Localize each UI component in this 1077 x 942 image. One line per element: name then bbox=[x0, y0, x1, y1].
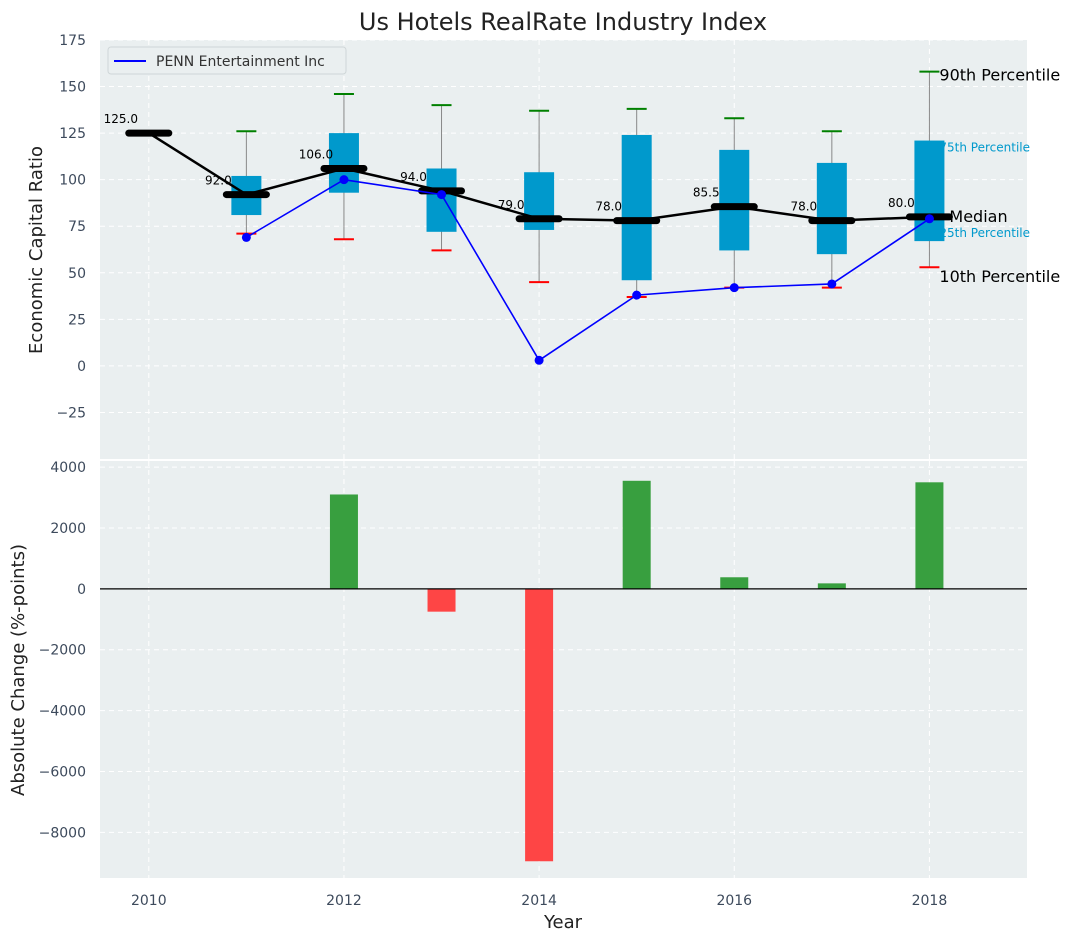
bottom-y-tick-label: 0 bbox=[77, 582, 86, 598]
iqr-box bbox=[719, 149, 750, 251]
top-y-tick-label: 150 bbox=[59, 80, 86, 96]
legend-box bbox=[107, 46, 347, 75]
median-value-label: 92.0 bbox=[205, 174, 232, 188]
annotation-p10: 10th Percentile bbox=[939, 267, 1060, 286]
bottom-y-axis-label: Absolute Change (%-points) bbox=[8, 544, 29, 796]
change-bar bbox=[622, 480, 651, 589]
iqr-box bbox=[914, 140, 945, 242]
company-series-point bbox=[924, 214, 934, 224]
change-bar bbox=[427, 588, 456, 612]
bottom-y-tick-label: 4000 bbox=[50, 460, 86, 476]
top-y-tick-label: 25 bbox=[68, 312, 86, 328]
chart-title: Us Hotels RealRate Industry Index bbox=[359, 8, 767, 36]
x-axis-label: Year bbox=[543, 912, 583, 933]
top-plot-background bbox=[100, 40, 1027, 459]
annotation-p25: 25th Percentile bbox=[939, 226, 1030, 240]
top-y-tick-label: 75 bbox=[68, 219, 86, 235]
bottom-y-tick-label: 2000 bbox=[50, 521, 86, 537]
median-value-label: 94.0 bbox=[400, 170, 427, 184]
annotation-p75: 75th Percentile bbox=[939, 141, 1030, 155]
company-series-point bbox=[339, 175, 349, 185]
top-y-tick-label: 50 bbox=[68, 266, 86, 282]
top-y-axis-label: Economic Capital Ratio bbox=[26, 146, 47, 354]
median-value-label: 85.5 bbox=[693, 186, 720, 200]
top-y-tick-label: −25 bbox=[56, 405, 86, 421]
x-tick-label: 2018 bbox=[912, 893, 948, 909]
company-series-point bbox=[437, 190, 447, 200]
axis-labels: Us Hotels RealRate Industry Index Econom… bbox=[8, 8, 767, 933]
median-value-label: 78.0 bbox=[790, 200, 817, 214]
change-bar bbox=[329, 494, 358, 589]
company-series-point bbox=[827, 279, 837, 289]
median-value-label: 106.0 bbox=[299, 147, 333, 161]
top-y-tick-label: 125 bbox=[59, 126, 86, 142]
top-y-tick-label: 100 bbox=[59, 173, 86, 189]
top-y-tick-label: 0 bbox=[77, 359, 86, 375]
median-value-label: 125.0 bbox=[104, 112, 138, 126]
annotation-p90: 90th Percentile bbox=[939, 66, 1060, 85]
iqr-box bbox=[426, 168, 457, 232]
median-value-label: 78.0 bbox=[595, 200, 622, 214]
company-series-line bbox=[245, 178, 930, 362]
bottom-y-tick-label: −2000 bbox=[39, 643, 86, 659]
company-series-point bbox=[534, 355, 544, 365]
change-bar bbox=[720, 577, 749, 589]
company-series-point bbox=[729, 283, 739, 293]
bottom-y-tick-label: −6000 bbox=[39, 764, 86, 780]
median-value-label: 80.0 bbox=[888, 196, 915, 210]
top-y-tick-label: 175 bbox=[59, 33, 86, 49]
bottom-y-tick-label: −4000 bbox=[39, 704, 86, 720]
legend-entry: PENN Entertainment Inc bbox=[156, 54, 325, 70]
company-series-point bbox=[241, 232, 251, 242]
bottom-plot-background bbox=[100, 461, 1027, 878]
top-panel: −25 0 25 50 75 100 125 150 175 125.0 92.0 106.0 94.0… bbox=[56, 33, 1060, 459]
change-bar bbox=[915, 482, 944, 589]
change-bar bbox=[817, 583, 846, 589]
annotation-median: Median bbox=[949, 207, 1007, 226]
iqr-box bbox=[816, 162, 847, 255]
bottom-panel: −8000 −6000 −4000 −2000 0 2000 4000 2010 2012 201… bbox=[39, 460, 1027, 909]
x-tick-label: 2010 bbox=[131, 893, 167, 909]
bottom-y-tick-label: −8000 bbox=[39, 825, 86, 841]
median-value-label: 79.0 bbox=[498, 198, 525, 212]
x-tick-label: 2012 bbox=[326, 893, 362, 909]
company-series-point bbox=[632, 290, 642, 300]
iqr-box bbox=[621, 134, 652, 281]
x-tick-label: 2014 bbox=[521, 893, 557, 909]
x-tick-label: 2016 bbox=[716, 893, 752, 909]
change-bar bbox=[525, 588, 554, 862]
